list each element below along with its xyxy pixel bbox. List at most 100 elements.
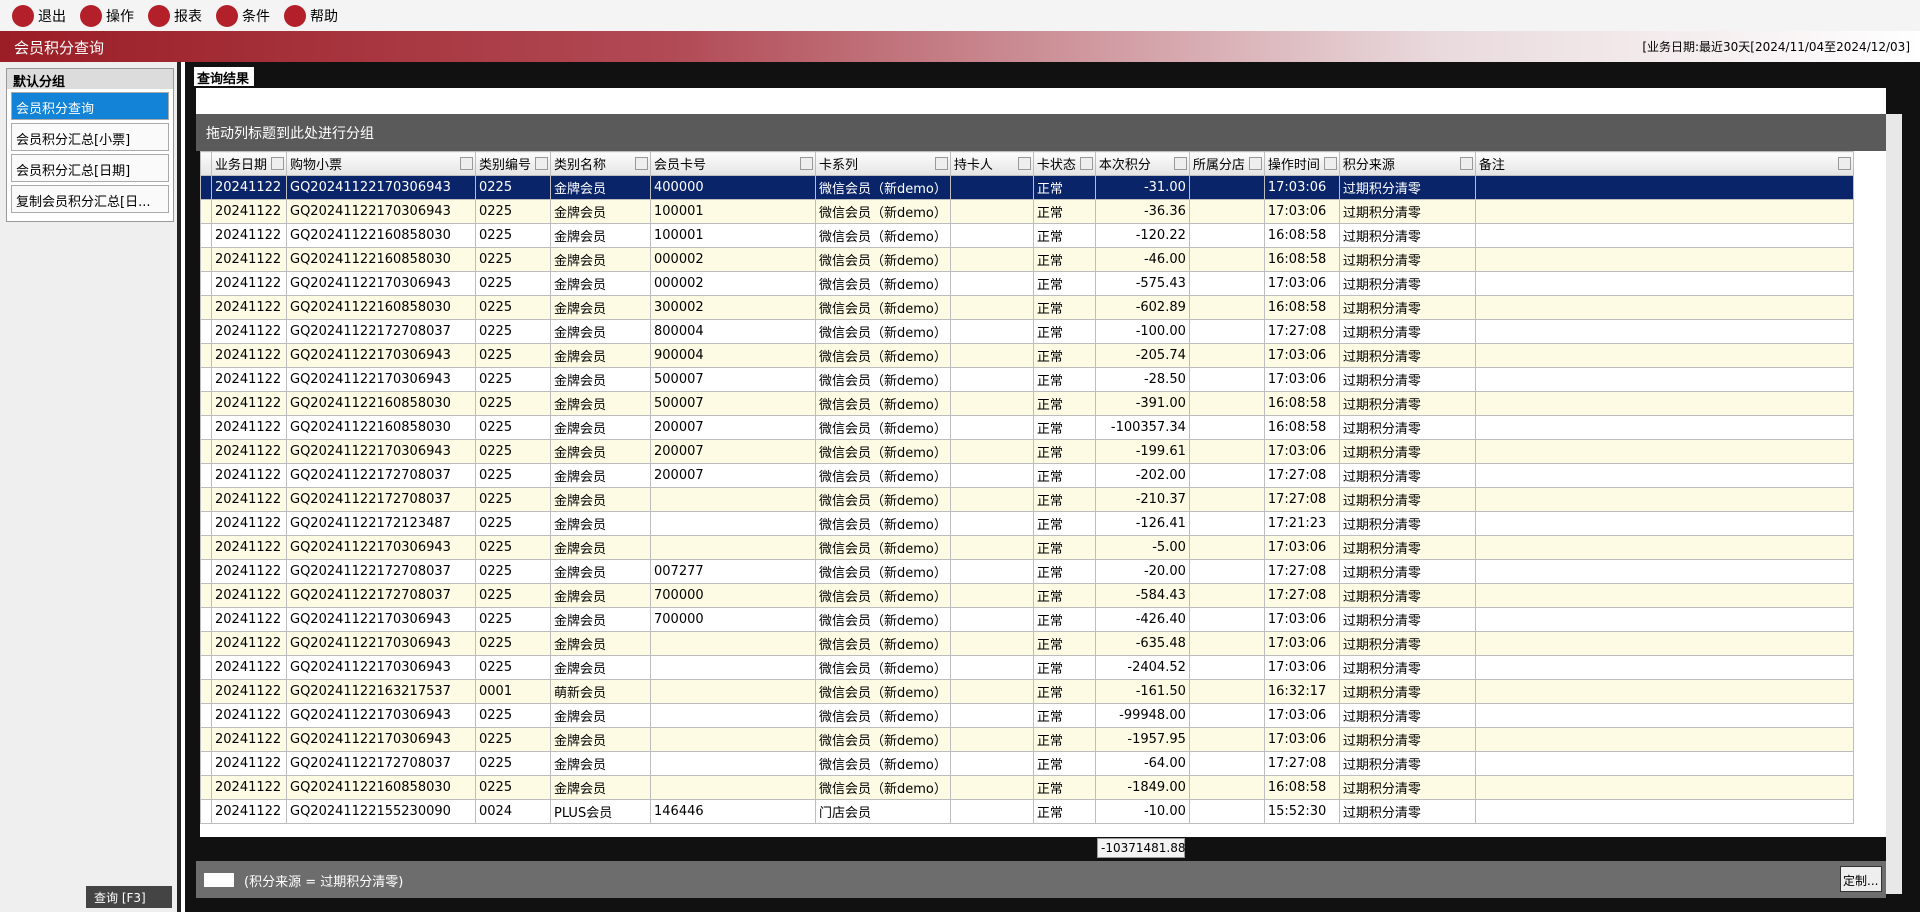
row[interactable]: 20241122 GQ20241122170306943 0225 金牌会员 微信会员（… — [200, 727, 1854, 752]
label: 条件 — [242, 8, 270, 25]
dropdown[interactable] — [635, 157, 648, 170]
header-label: 操作时间 — [1267, 158, 1320, 173]
cell: 微信会员（新demo） — [815, 247, 951, 272]
cell: 20241122 — [211, 655, 287, 680]
toolbar-button[interactable]: 帮助 — [284, 4, 338, 27]
row[interactable]: 20241122 GQ20241122170306943 0225 金牌会员 70000… — [200, 607, 1854, 632]
cell: 20241122 — [211, 415, 287, 440]
dropdown[interactable] — [800, 157, 813, 170]
cell: -426.40 — [1094, 607, 1190, 632]
group-item[interactable]: 会员积分查询 — [11, 92, 169, 120]
row[interactable]: 20241122 GQ20241122170306943 0225 金牌会员 微信会员（… — [200, 535, 1854, 560]
query-button[interactable]: 查询 [F3] — [86, 886, 172, 908]
row[interactable]: 20241122 GQ20241122172708037 0225 金牌会员 微信会员（… — [200, 751, 1854, 776]
cell: 20241122 — [211, 319, 287, 344]
cell: GQ20241122170306943 — [286, 607, 476, 632]
column-header[interactable]: 购物小票 — [286, 151, 476, 176]
column-header[interactable]: 类别编号 — [475, 151, 551, 176]
row[interactable]: 20241122 GQ20241122160858030 0225 金牌会员 00000… — [200, 247, 1854, 272]
column-header[interactable]: 卡状态 — [1032, 151, 1096, 176]
dropdown[interactable] — [1837, 157, 1851, 170]
cell: 微信会员（新demo） — [815, 511, 951, 536]
column-header[interactable]: 备注 — [1474, 151, 1854, 176]
column-header[interactable]: 持卡人 — [949, 151, 1034, 176]
customize-button[interactable]: 定制... — [1840, 866, 1882, 892]
row[interactable]: 20241122 GQ20241122170306943 0225 金牌会员 40000… — [200, 175, 1854, 200]
cell: 0225 — [475, 415, 551, 440]
row[interactable]: 20241122 GQ20241122170306943 0225 金牌会员 00000… — [200, 271, 1854, 296]
cell — [949, 415, 1034, 440]
row[interactable]: 20241122 GQ20241122160858030 0225 金牌会员 10000… — [200, 223, 1854, 248]
cell: 16:08:58 — [1263, 775, 1340, 800]
column-header[interactable]: 所属分店 — [1188, 151, 1265, 176]
column-header[interactable]: 卡系列 — [815, 151, 951, 176]
cell — [1474, 679, 1854, 704]
dropdown[interactable] — [934, 157, 948, 170]
row[interactable]: 20241122 GQ20241122160858030 0225 金牌会员 50000… — [200, 391, 1854, 416]
row[interactable]: 20241122 GQ20241122172708037 0225 金牌会员 70000… — [200, 583, 1854, 608]
group-item[interactable]: 复制会员积分汇总[日... — [11, 185, 169, 213]
row[interactable]: 20241122 GQ20241122155230090 0024 PLUS会员 146… — [200, 799, 1854, 824]
tab[interactable]: 查询结果 — [194, 67, 254, 87]
row[interactable]: 20241122 GQ20241122172708037 0225 金牌会员 20000… — [200, 463, 1854, 488]
cell — [949, 631, 1034, 656]
row[interactable]: 20241122 GQ20241122170306943 0225 金牌会员 微信会员（… — [200, 655, 1854, 680]
row[interactable]: 20241122 GQ20241122170306943 0225 金牌会员 50000… — [200, 367, 1854, 392]
row[interactable]: 20241122 GQ20241122172708037 0225 金牌会员 00727… — [200, 559, 1854, 584]
column-header[interactable]: 积分来源 — [1338, 151, 1476, 176]
cell: 金牌会员 — [550, 247, 651, 272]
cell: 17:03:06 — [1263, 655, 1340, 680]
row[interactable]: 20241122 GQ20241122160858030 0225 金牌会员 20000… — [200, 415, 1854, 440]
indicator-header — [200, 151, 212, 176]
dropdown[interactable] — [1079, 157, 1093, 170]
row[interactable]: 20241122 GQ20241122160858030 0225 金牌会员 30000… — [200, 295, 1854, 320]
dropdown[interactable] — [460, 157, 473, 170]
dropdown[interactable] — [1459, 157, 1473, 170]
cell: 萌新会员 — [550, 679, 651, 704]
cell: 800004 — [650, 319, 816, 344]
row[interactable]: 20241122 GQ20241122170306943 0225 金牌会员 微信会员（… — [200, 631, 1854, 656]
dropdown[interactable] — [1248, 157, 1262, 170]
toolbar-button[interactable]: 操作 — [80, 4, 134, 27]
row[interactable]: 20241122 GQ20241122172708037 0225 金牌会员 80000… — [200, 319, 1854, 344]
column-header[interactable]: 类别名称 — [550, 151, 651, 176]
scrollbar[interactable] — [1886, 114, 1902, 894]
row[interactable]: 20241122 GQ20241122170306943 0225 金牌会员 10000… — [200, 199, 1854, 224]
row[interactable]: 20241122 GQ20241122160858030 0225 金牌会员 微信会员（… — [200, 775, 1854, 800]
row[interactable]: 20241122 GQ20241122172123487 0225 金牌会员 微信会员（… — [200, 511, 1854, 536]
toolbar-button[interactable]: 条件 — [216, 4, 270, 27]
cell: 过期积分清零 — [1338, 727, 1476, 752]
dropdown[interactable] — [1323, 157, 1337, 170]
dropdown[interactable] — [1173, 157, 1187, 170]
cell — [949, 775, 1034, 800]
dropdown[interactable] — [535, 157, 548, 170]
cell: 过期积分清零 — [1338, 559, 1476, 584]
cell: 17:03:06 — [1263, 439, 1340, 464]
toolbar-button[interactable]: 退出 — [12, 4, 66, 27]
group-item[interactable]: 会员积分汇总[小票] — [11, 123, 169, 151]
dropdown[interactable] — [271, 157, 284, 170]
cell — [1474, 415, 1854, 440]
cell — [949, 751, 1034, 776]
cell — [1188, 319, 1265, 344]
cell: 17:03:06 — [1263, 343, 1340, 368]
row[interactable]: 20241122 GQ20241122170306943 0225 金牌会员 微信会员（… — [200, 703, 1854, 728]
row[interactable]: 20241122 GQ20241122170306943 0225 金牌会员 20000… — [200, 439, 1854, 464]
column-header[interactable]: 操作时间 — [1263, 151, 1340, 176]
cell: 0225 — [475, 271, 551, 296]
cell: -202.00 — [1094, 463, 1190, 488]
group-item[interactable]: 会员积分汇总[日期] — [11, 154, 169, 182]
column-header[interactable]: 会员卡号 — [650, 151, 816, 176]
filter-toggle[interactable] — [204, 873, 234, 887]
row[interactable]: 20241122 GQ20241122170306943 0225 金牌会员 90000… — [200, 343, 1854, 368]
cell: 金牌会员 — [550, 631, 651, 656]
row[interactable]: 20241122 GQ20241122163217537 0001 萌新会员 微信会员（… — [200, 679, 1854, 704]
column-header[interactable]: 业务日期 — [211, 151, 287, 176]
label: 帮助 — [310, 8, 338, 25]
dropdown[interactable] — [1017, 157, 1031, 170]
cell: 0225 — [475, 319, 551, 344]
cell: 微信会员（新demo） — [815, 295, 951, 320]
row[interactable]: 20241122 GQ20241122172708037 0225 金牌会员 微信会员（… — [200, 487, 1854, 512]
column-header[interactable]: 本次积分 — [1094, 151, 1190, 176]
toolbar-button[interactable]: 报表 — [148, 4, 202, 27]
